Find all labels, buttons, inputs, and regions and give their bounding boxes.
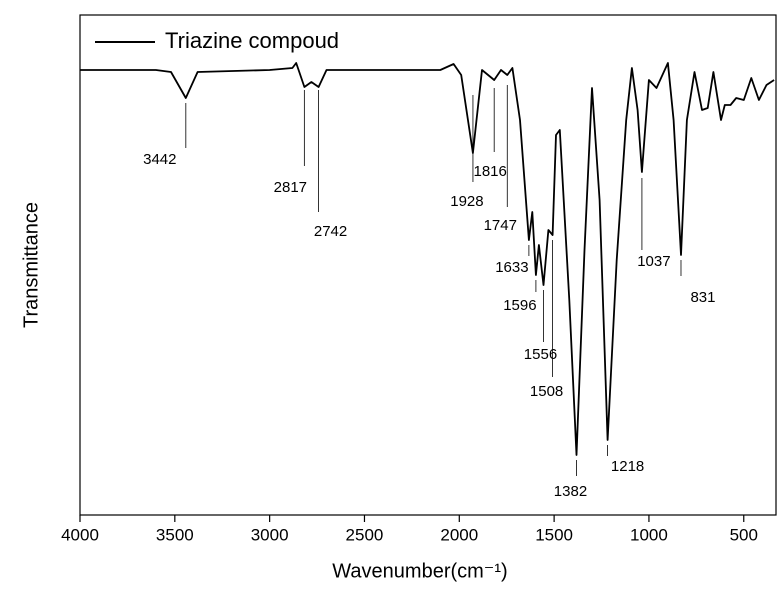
x-tick-label: 3500 [156, 525, 194, 544]
x-axis-label: Wavenumber(cm⁻¹) [332, 560, 507, 582]
peak-label: 1218 [611, 458, 644, 475]
peak-label: 1747 [484, 217, 517, 234]
peak-label: 2817 [274, 179, 307, 196]
peak-label: 1816 [473, 163, 506, 180]
peak-label: 1508 [530, 383, 563, 400]
spectrum-line [80, 62, 775, 456]
peak-label: 3442 [143, 151, 176, 168]
peak-label: 831 [690, 289, 715, 306]
x-tick-label: 500 [730, 525, 758, 544]
x-tick-label: 1500 [535, 525, 573, 544]
plot-frame [79, 14, 777, 516]
peak-label: 1633 [495, 259, 528, 276]
peak-label: 1596 [503, 297, 536, 314]
peak-label: 1928 [450, 193, 483, 210]
y-axis-label: Transmittance [20, 202, 42, 328]
x-tick-label: 2500 [346, 525, 384, 544]
x-tick-label: 2000 [440, 525, 478, 544]
peak-label: 1382 [554, 483, 587, 500]
x-tick-label: 3000 [251, 525, 289, 544]
peak-label: 1556 [524, 346, 557, 363]
x-tick-label: 4000 [61, 525, 99, 544]
legend-label: Triazine compoud [165, 28, 339, 53]
peak-label: 1037 [637, 253, 670, 270]
x-tick-label: 1000 [630, 525, 668, 544]
peak-label: 2742 [314, 223, 347, 240]
